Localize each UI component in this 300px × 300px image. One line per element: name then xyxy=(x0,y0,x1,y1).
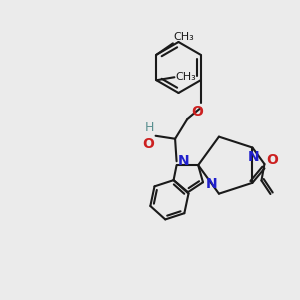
Text: CH₃: CH₃ xyxy=(173,32,194,42)
Text: O: O xyxy=(266,153,278,167)
Text: CH₃: CH₃ xyxy=(175,72,196,82)
Text: N: N xyxy=(206,177,218,191)
Text: H: H xyxy=(145,121,154,134)
Text: O: O xyxy=(142,137,154,151)
Text: O: O xyxy=(192,105,203,119)
Text: N: N xyxy=(248,150,260,164)
Text: N: N xyxy=(178,154,190,168)
